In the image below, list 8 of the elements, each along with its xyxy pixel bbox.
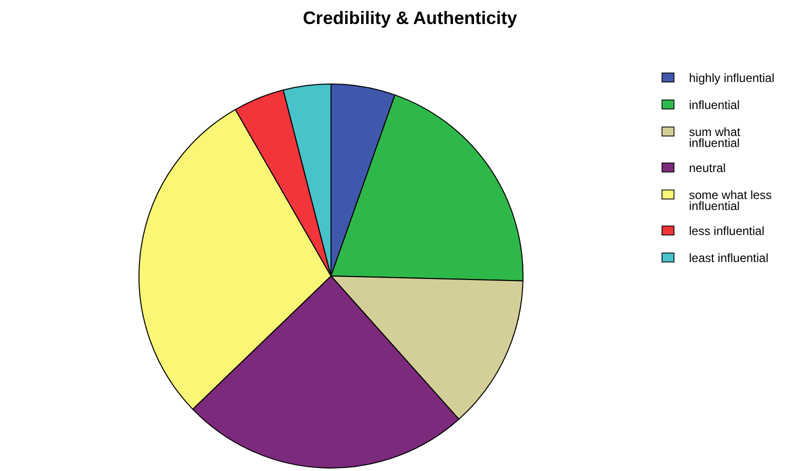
legend-label: neutral bbox=[689, 161, 726, 175]
legend-label: influential bbox=[689, 98, 740, 112]
legend-label: less influential bbox=[689, 224, 764, 238]
legend-label: sum what influential bbox=[689, 125, 742, 150]
legend-label: some what less influential bbox=[689, 188, 772, 213]
chart-title: Credibility & Authenticity bbox=[302, 8, 518, 28]
legend-label: highly influential bbox=[689, 71, 774, 85]
legend-label: least influential bbox=[689, 251, 768, 265]
